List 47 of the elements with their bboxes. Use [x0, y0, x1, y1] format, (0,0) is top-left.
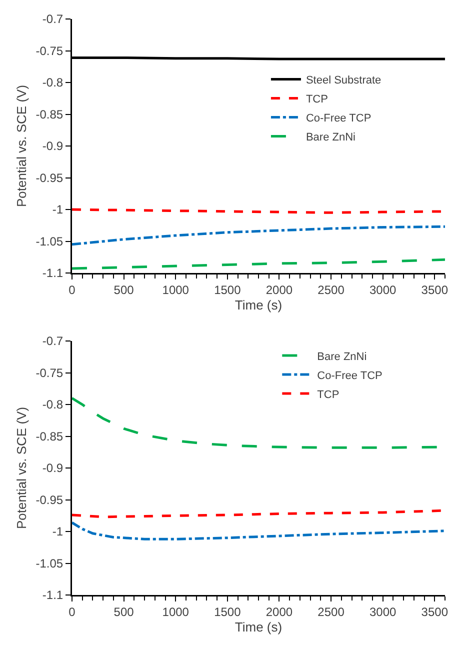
- legend-label: TCP: [306, 94, 328, 106]
- x-tick-label: 0: [68, 282, 76, 297]
- y-tick-label: -0.85: [36, 429, 64, 444]
- y-tick-label: -0.75: [36, 44, 64, 58]
- y-tick-label: -1: [52, 524, 64, 539]
- legend-label: Co-Free TCP: [317, 370, 382, 382]
- y-tick-label: -0.9: [42, 461, 64, 476]
- x-tick-label: 2500: [318, 282, 345, 297]
- x-tick-label: 500: [114, 282, 134, 297]
- y-tick-label: -0.8: [42, 398, 64, 412]
- legend-label: TCP: [317, 388, 340, 401]
- y-tick-label: -0.95: [36, 170, 64, 185]
- x-tick-label: 3000: [369, 604, 396, 619]
- y-tick-label: -1.1: [42, 588, 64, 602]
- y-tick-label: -1: [52, 202, 64, 217]
- legend-label: Bare ZnNi: [306, 132, 356, 144]
- y-tick-label: -1.05: [36, 556, 64, 570]
- line-series: [72, 225, 445, 246]
- y-tick-label: -0.95: [36, 492, 64, 507]
- y-tick-label: -0.8: [42, 76, 64, 90]
- legend-label: Steel Substrate: [306, 74, 382, 87]
- x-tick-label: 3500: [421, 604, 448, 619]
- y-tick-label: -0.9: [42, 139, 64, 154]
- x-tick-label: 3500: [421, 282, 448, 297]
- y-axis-title: Potential vs. SCE (V): [14, 406, 29, 530]
- legend-label: Bare ZnNi: [317, 350, 367, 363]
- line-series: [72, 521, 445, 540]
- x-tick-label: 1000: [162, 282, 190, 297]
- y-tick-label: -0.7: [42, 334, 64, 348]
- x-axis-title: Time (s): [234, 619, 282, 634]
- x-tick-label: 2000: [266, 604, 293, 619]
- x-tick-label: 1000: [162, 604, 190, 619]
- x-tick-label: 3000: [369, 282, 396, 297]
- y-tick-label: -0.85: [36, 107, 64, 122]
- x-tick-label: 2000: [266, 282, 293, 297]
- y-tick-label: -0.7: [42, 12, 64, 26]
- x-tick-label: 500: [114, 604, 134, 619]
- x-tick-label: 1500: [214, 604, 242, 619]
- y-tick-label: -1.1: [42, 266, 64, 280]
- x-tick-label: 2500: [318, 604, 345, 619]
- y-tick-label: -1.05: [36, 234, 64, 248]
- legend-label: Co-Free TCP: [306, 112, 372, 125]
- x-axis-title: Time (s): [234, 297, 282, 312]
- y-axis-title: Potential vs. SCE (V): [14, 84, 29, 208]
- x-tick-label: 1500: [214, 282, 242, 297]
- x-tick-label: 0: [68, 604, 76, 619]
- y-tick-label: -0.75: [36, 366, 64, 380]
